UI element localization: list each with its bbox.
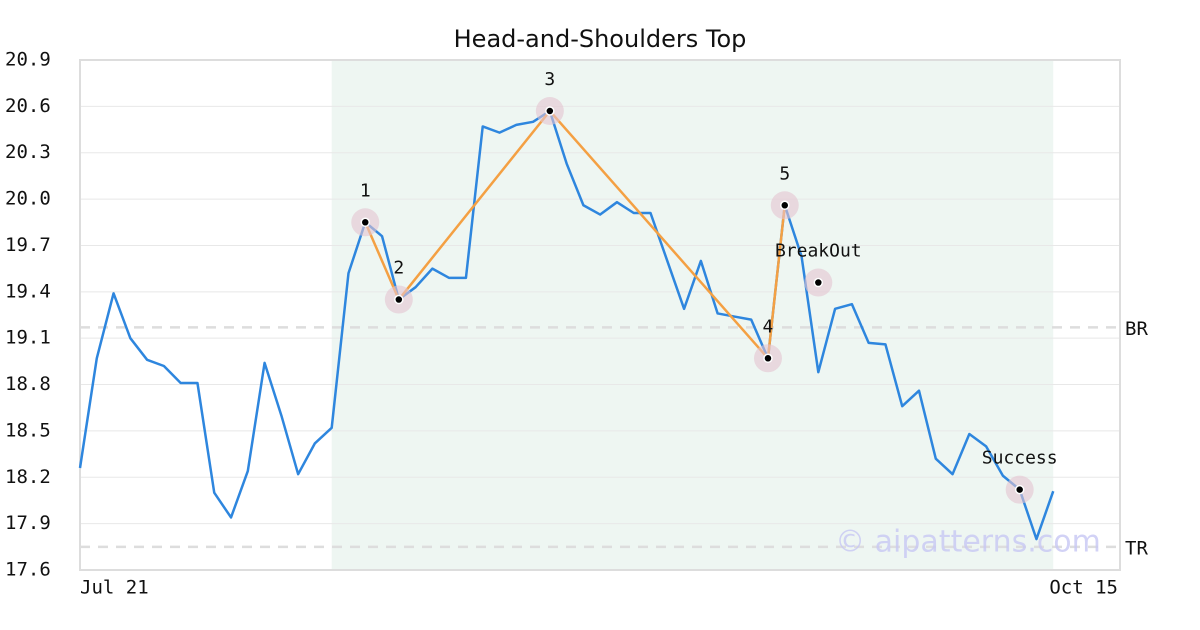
y-tick-label: 20.6 [5, 95, 51, 117]
y-tick-label: 18.8 [5, 373, 51, 395]
point-dot [360, 217, 371, 228]
y-tick-label: 20.9 [5, 49, 51, 71]
x-tick-label: Jul 21 [80, 577, 149, 599]
point-label: 4 [763, 316, 774, 337]
point-dot [813, 277, 824, 288]
point-label: Success [982, 448, 1058, 469]
y-tick-label: 18.2 [5, 466, 51, 488]
y-tick-label: 17.6 [5, 559, 51, 581]
plot-frame [79, 59, 1121, 571]
point-label: 3 [544, 69, 555, 90]
y-tick-label: 20.0 [5, 188, 51, 210]
watermark: © aipatterns.com [835, 525, 1101, 560]
point-label: BreakOut [775, 241, 862, 262]
y-tick-label: 20.3 [5, 141, 51, 163]
point-dot [394, 294, 404, 305]
y-tick-label: 19.1 [5, 327, 51, 349]
x-tick-label: Oct 15 [1049, 577, 1118, 599]
y-tick-label: 18.5 [5, 419, 51, 441]
point-dot [763, 353, 773, 364]
point-dot [545, 106, 555, 116]
point-dot [780, 200, 790, 211]
point-label: 1 [360, 180, 371, 201]
chart-title: Head-and-Shoulders Top [454, 25, 747, 53]
y-tick-label: 17.9 [5, 512, 51, 534]
pattern-region [331, 60, 1054, 570]
reference-label: TR [1125, 537, 1148, 559]
y-tick-label: 19.7 [5, 234, 51, 256]
point-label: 2 [393, 258, 404, 279]
point-label: 5 [779, 163, 790, 184]
price-line [78, 109, 1055, 541]
point-dot [1014, 484, 1025, 495]
reference-label: BR [1125, 318, 1148, 340]
y-tick-label: 19.4 [5, 280, 51, 302]
